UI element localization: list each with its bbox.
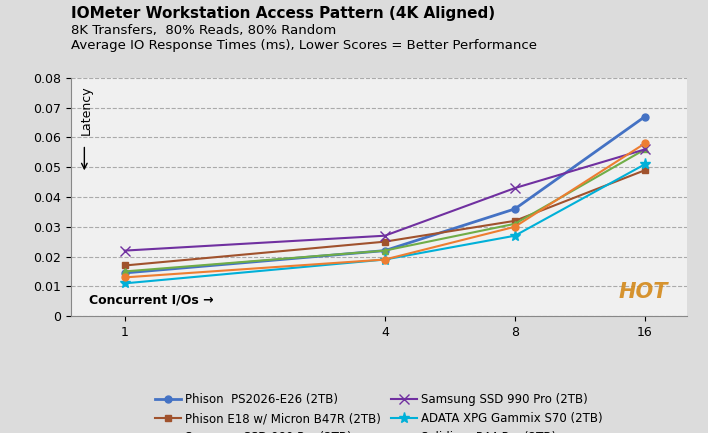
Text: HOT: HOT — [619, 282, 668, 302]
Solidigm P44 Pro (2TB) — [641, 141, 649, 146]
Phison E18 w/ Micron B47R (2TB) — [120, 263, 129, 268]
Phison  PS2026-E26 (2TB) — [381, 248, 389, 253]
Phison E18 w/ Micron B47R (2TB) — [510, 218, 519, 223]
Solidigm P44 Pro (2TB) — [381, 257, 389, 262]
Text: Latency: Latency — [80, 85, 93, 135]
Text: Concurrent I/Os →: Concurrent I/Os → — [89, 294, 214, 307]
Line: Samsung SSD 990 Pro (2TB): Samsung SSD 990 Pro (2TB) — [120, 145, 650, 255]
Samsung SSD 990 Pro (2TB) — [510, 185, 519, 191]
Samsung SSD 980 Pro (2TB) — [381, 248, 389, 253]
Line: Phison E18 w/ Micron B47R (2TB): Phison E18 w/ Micron B47R (2TB) — [121, 167, 649, 269]
Phison  PS2026-E26 (2TB) — [120, 270, 129, 275]
ADATA XPG Gammix S70 (2TB) — [120, 281, 129, 286]
Samsung SSD 980 Pro (2TB) — [641, 147, 649, 152]
Phison  PS2026-E26 (2TB) — [641, 114, 649, 119]
Samsung SSD 980 Pro (2TB) — [120, 269, 129, 274]
ADATA XPG Gammix S70 (2TB) — [510, 233, 519, 238]
Line: Phison  PS2026-E26 (2TB): Phison PS2026-E26 (2TB) — [121, 113, 649, 276]
Phison E18 w/ Micron B47R (2TB) — [641, 168, 649, 173]
Solidigm P44 Pro (2TB) — [120, 275, 129, 280]
Samsung SSD 990 Pro (2TB) — [381, 233, 389, 238]
ADATA XPG Gammix S70 (2TB) — [381, 257, 389, 262]
Text: 8K Transfers,  80% Reads, 80% Random: 8K Transfers, 80% Reads, 80% Random — [71, 24, 336, 37]
Text: Average IO Response Times (ms), Lower Scores = Better Performance: Average IO Response Times (ms), Lower Sc… — [71, 39, 537, 52]
Phison E18 w/ Micron B47R (2TB) — [381, 239, 389, 244]
ADATA XPG Gammix S70 (2TB) — [641, 162, 649, 167]
Solidigm P44 Pro (2TB) — [510, 224, 519, 229]
Line: Solidigm P44 Pro (2TB): Solidigm P44 Pro (2TB) — [121, 140, 649, 281]
Legend: Phison  PS2026-E26 (2TB), Phison E18 w/ Micron B47R (2TB), Samsung SSD 980 Pro (: Phison PS2026-E26 (2TB), Phison E18 w/ M… — [154, 394, 603, 433]
Samsung SSD 980 Pro (2TB) — [510, 221, 519, 226]
Line: Samsung SSD 980 Pro (2TB): Samsung SSD 980 Pro (2TB) — [121, 146, 649, 275]
Samsung SSD 990 Pro (2TB) — [641, 147, 649, 152]
Phison  PS2026-E26 (2TB) — [510, 207, 519, 212]
Line: ADATA XPG Gammix S70 (2TB): ADATA XPG Gammix S70 (2TB) — [119, 159, 651, 289]
Text: IOMeter Workstation Access Pattern (4K Aligned): IOMeter Workstation Access Pattern (4K A… — [71, 6, 495, 22]
Samsung SSD 990 Pro (2TB) — [120, 248, 129, 253]
